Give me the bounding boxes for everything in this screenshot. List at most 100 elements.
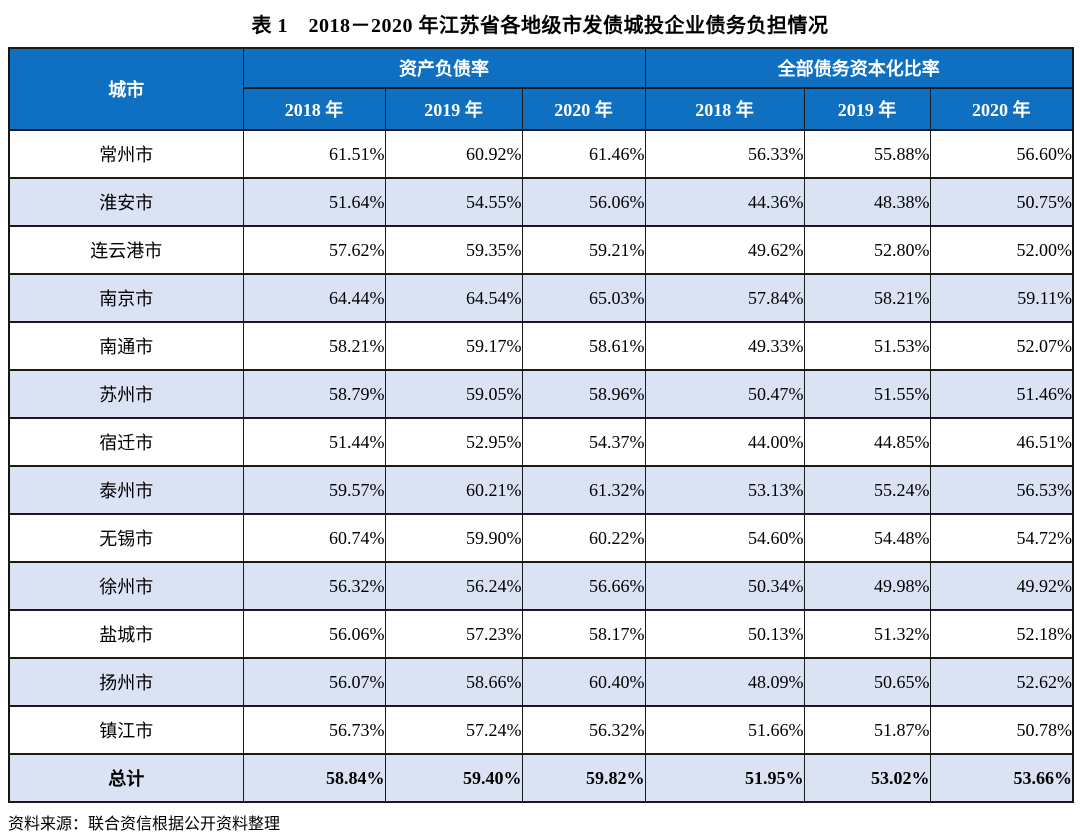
ratio-value-cell: 56.07% [242,657,386,707]
table-row: 扬州市 56.07% 58.66% 60.40% 48.09% 50.65% 52.62% [8,657,1074,707]
ratio-value-cell: 52.00% [929,225,1074,275]
ratio-value-cell: 50.47% [644,369,805,419]
ratio-value-cell: 59.17% [384,321,523,371]
ratio-value-cell: 49.62% [644,225,805,275]
table-row: 无锡市 60.74% 59.90% 60.22% 54.60% 54.48% 54.72% [8,513,1074,563]
ratio-value-cell: 56.32% [242,561,386,611]
ratio-value-cell: 59.40% [384,753,523,803]
table-row: 镇江市 56.73% 57.24% 56.32% 51.66% 51.87% 50.78% [8,705,1074,755]
ratio-value-cell: 51.46% [929,369,1074,419]
ratio-value-cell: 56.24% [384,561,523,611]
ratio-value-cell: 59.57% [242,465,386,515]
ratio-value-cell: 54.72% [929,513,1074,563]
ratio-value-cell: 56.73% [242,705,386,755]
ratio-value-cell: 58.21% [242,321,386,371]
ratio-value-cell: 52.07% [929,321,1074,371]
ratio-value-cell: 52.18% [929,609,1074,659]
ratio-value-cell: 58.61% [521,321,646,371]
ratio-value-cell: 50.65% [803,657,931,707]
ratio-value-cell: 56.32% [521,705,646,755]
ratio-value-cell: 51.44% [242,417,386,467]
ratio-value-cell: 61.46% [521,129,646,179]
ratio-value-cell: 54.60% [644,513,805,563]
ratio-value-cell: 55.88% [803,129,931,179]
ratio-value-cell: 60.74% [242,513,386,563]
table-row: 南通市 58.21% 59.17% 58.61% 49.33% 51.53% 52.07% [8,321,1074,371]
ratio-value-cell: 55.24% [803,465,931,515]
ratio-value-cell: 59.82% [521,753,646,803]
page-title: 表 1 2018－2020 年江苏省各地级市发债城投企业债务负担情况 [251,15,829,37]
ratio-value-cell: 54.55% [384,177,523,227]
header-group-total-debt-capitalization: 全部债务资本化比率 [644,47,1074,89]
ratio-value-cell: 44.00% [644,417,805,467]
table-row: 苏州市 58.79% 59.05% 58.96% 50.47% 51.55% 51.46% [8,369,1074,419]
city-name-cell: 常州市 [8,129,244,179]
ratio-value-cell: 57.23% [384,609,523,659]
ratio-value-cell: 58.96% [521,369,646,419]
ratio-value-cell: 58.84% [242,753,386,803]
ratio-value-cell: 59.05% [384,369,523,419]
ratio-value-cell: 64.54% [384,273,523,323]
header-year-2019-right: 2019 年 [803,87,931,131]
header-city: 城市 [8,47,244,131]
ratio-value-cell: 56.06% [242,609,386,659]
ratio-value-cell: 60.40% [521,657,646,707]
table-row: 南京市 64.44% 64.54% 65.03% 57.84% 58.21% 59.11% [8,273,1074,323]
header-year-2018-left: 2018 年 [242,87,386,131]
ratio-value-cell: 58.79% [242,369,386,419]
table-row: 常州市 61.51% 60.92% 61.46% 56.33% 55.88% 56.60% [8,129,1074,179]
ratio-value-cell: 61.51% [242,129,386,179]
ratio-value-cell: 48.38% [803,177,931,227]
header-year-2019-left: 2019 年 [384,87,523,131]
header-group-asset-liability-ratio: 资产负债率 [242,47,646,89]
ratio-value-cell: 50.13% [644,609,805,659]
ratio-value-cell: 60.92% [384,129,523,179]
ratio-value-cell: 56.66% [521,561,646,611]
ratio-value-cell: 53.66% [929,753,1074,803]
ratio-value-cell: 44.36% [644,177,805,227]
ratio-value-cell: 58.21% [803,273,931,323]
city-name-cell: 徐州市 [8,561,244,611]
header-year-2020-left: 2020 年 [521,87,646,131]
city-name-cell: 镇江市 [8,705,244,755]
ratio-value-cell: 60.21% [384,465,523,515]
ratio-value-cell: 50.75% [929,177,1074,227]
table-row: 淮安市 51.64% 54.55% 56.06% 44.36% 48.38% 50.75% [8,177,1074,227]
ratio-value-cell: 59.90% [384,513,523,563]
ratio-value-cell: 51.87% [803,705,931,755]
header-year-2020-right: 2020 年 [929,87,1074,131]
table-row-total: 总计 58.84% 59.40% 59.82% 51.95% 53.02% 53.66% [8,753,1074,803]
ratio-value-cell: 51.53% [803,321,931,371]
city-name-cell: 盐城市 [8,609,244,659]
ratio-value-cell: 51.32% [803,609,931,659]
ratio-value-cell: 65.03% [521,273,646,323]
ratio-value-cell: 60.22% [521,513,646,563]
city-name-cell: 总计 [8,753,244,803]
table-header: 城市 资产负债率 全部债务资本化比率 2018 年 2019 年 2020 年 … [8,47,1074,131]
ratio-value-cell: 51.95% [644,753,805,803]
table-row: 盐城市 56.06% 57.23% 58.17% 50.13% 51.32% 52.18% [8,609,1074,659]
city-name-cell: 连云港市 [8,225,244,275]
city-name-cell: 南通市 [8,321,244,371]
ratio-value-cell: 49.33% [644,321,805,371]
city-name-cell: 无锡市 [8,513,244,563]
source-note: 资料来源：联合资信根据公开资料整理 [8,816,281,833]
ratio-value-cell: 51.64% [242,177,386,227]
debt-burden-table: 城市 资产负债率 全部债务资本化比率 2018 年 2019 年 2020 年 … [8,47,1075,803]
city-name-cell: 泰州市 [8,465,244,515]
ratio-value-cell: 59.35% [384,225,523,275]
city-name-cell: 宿迁市 [8,417,244,467]
ratio-value-cell: 48.09% [644,657,805,707]
ratio-value-cell: 57.84% [644,273,805,323]
ratio-value-cell: 53.13% [644,465,805,515]
table-body: 常州市 61.51% 60.92% 61.46% 56.33% 55.88% 56.60% 淮… [8,129,1074,803]
city-name-cell: 南京市 [8,273,244,323]
ratio-value-cell: 61.32% [521,465,646,515]
ratio-value-cell: 64.44% [242,273,386,323]
ratio-value-cell: 58.66% [384,657,523,707]
ratio-value-cell: 51.55% [803,369,931,419]
ratio-value-cell: 56.53% [929,465,1074,515]
table-row: 宿迁市 51.44% 52.95% 54.37% 44.00% 44.85% 46.51% [8,417,1074,467]
ratio-value-cell: 49.98% [803,561,931,611]
ratio-value-cell: 52.95% [384,417,523,467]
